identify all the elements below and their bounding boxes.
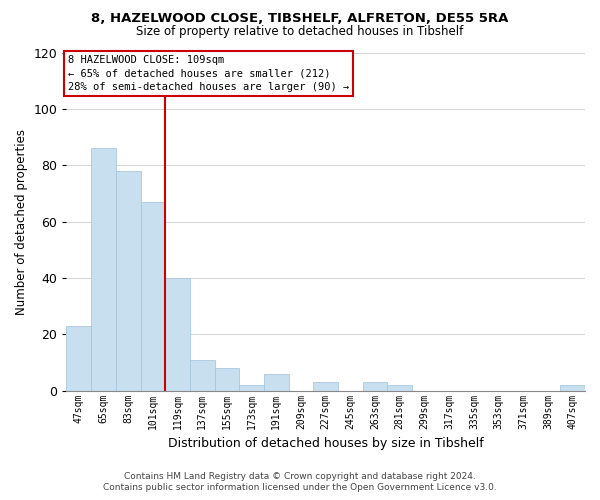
Bar bbox=[264, 374, 289, 390]
Text: 8 HAZELWOOD CLOSE: 109sqm
← 65% of detached houses are smaller (212)
28% of semi: 8 HAZELWOOD CLOSE: 109sqm ← 65% of detac… bbox=[68, 56, 349, 92]
Bar bbox=[215, 368, 239, 390]
Bar bbox=[91, 148, 116, 390]
Bar bbox=[239, 385, 264, 390]
Bar bbox=[165, 278, 190, 390]
Text: 8, HAZELWOOD CLOSE, TIBSHELF, ALFRETON, DE55 5RA: 8, HAZELWOOD CLOSE, TIBSHELF, ALFRETON, … bbox=[91, 12, 509, 26]
Bar bbox=[388, 385, 412, 390]
Text: Size of property relative to detached houses in Tibshelf: Size of property relative to detached ho… bbox=[136, 25, 464, 38]
Bar bbox=[313, 382, 338, 390]
X-axis label: Distribution of detached houses by size in Tibshelf: Distribution of detached houses by size … bbox=[168, 437, 484, 450]
Bar bbox=[363, 382, 388, 390]
Y-axis label: Number of detached properties: Number of detached properties bbox=[15, 128, 28, 314]
Bar bbox=[190, 360, 215, 390]
Bar bbox=[560, 385, 585, 390]
Bar bbox=[140, 202, 165, 390]
Text: Contains HM Land Registry data © Crown copyright and database right 2024.
Contai: Contains HM Land Registry data © Crown c… bbox=[103, 472, 497, 492]
Bar bbox=[116, 171, 140, 390]
Bar bbox=[67, 326, 91, 390]
